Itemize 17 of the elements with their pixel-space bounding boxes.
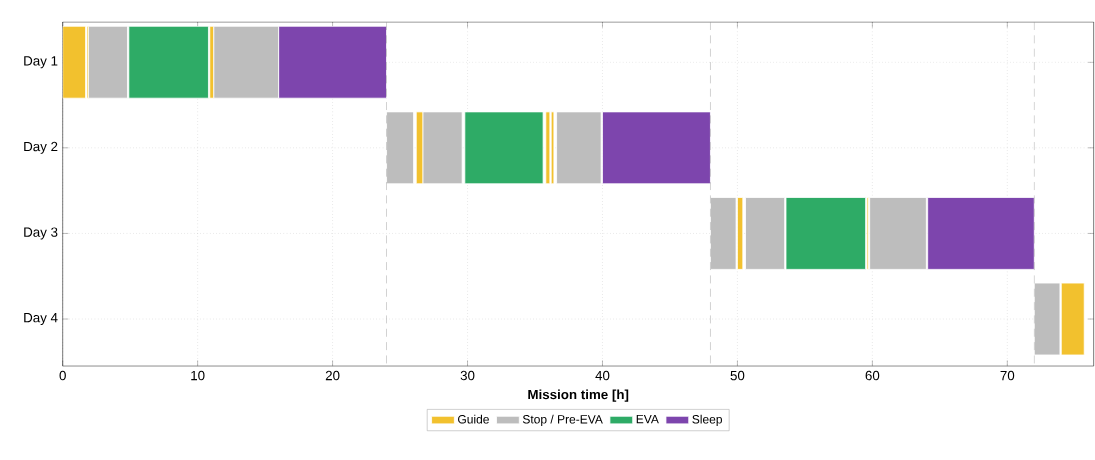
x-tick-label: 40 — [595, 370, 610, 381]
x-tick-label: 60 — [865, 370, 880, 381]
x-axis-title: Mission time [h] — [528, 389, 629, 402]
x-tick-label: 20 — [325, 370, 340, 381]
legend-label: Sleep — [692, 414, 722, 426]
y-tick-label: Day 4 — [24, 312, 58, 325]
y-tick-label: Day 3 — [24, 227, 58, 240]
legend-label: EVA — [636, 414, 659, 424]
x-tick-label: 10 — [191, 370, 205, 381]
x-tick-label: 30 — [460, 370, 475, 381]
legend-label: Stop / Pre-EVA — [522, 414, 603, 426]
x-tick-label: 70 — [1000, 370, 1015, 381]
legend-label: Guide — [458, 414, 489, 424]
y-tick-label: Day 1 — [24, 56, 58, 69]
x-tick-label: 0 — [59, 370, 66, 381]
x-tick-label: 50 — [730, 370, 745, 381]
y-tick-label: Day 2 — [24, 141, 58, 154]
